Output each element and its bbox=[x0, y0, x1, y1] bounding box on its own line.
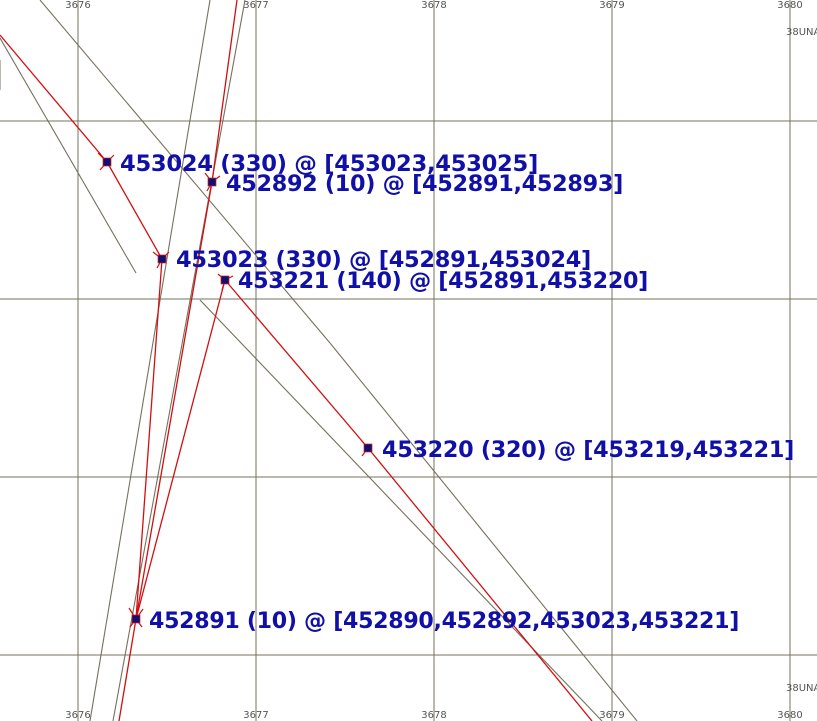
arrow-marks bbox=[97, 152, 369, 628]
x-label-bottom-3678: 3678 bbox=[421, 710, 446, 721]
node-label-453024: 453024 (330) @ [453023,453025] bbox=[120, 152, 538, 177]
zone-labels: 38UNA 38UNA bbox=[786, 27, 817, 694]
link-453221-453220 bbox=[224, 279, 369, 449]
node-marker-453024[interactable] bbox=[102, 157, 112, 167]
link-entry-453024 bbox=[0, 34, 108, 163]
x-label-top-3678: 3678 bbox=[421, 0, 446, 11]
zone-label-top: 38UNA bbox=[786, 27, 817, 38]
x-label-bottom-3680: 3680 bbox=[777, 710, 802, 721]
link-453221-452891 bbox=[135, 279, 226, 620]
node-label-453221: 453221 (140) @ [452891,453220] bbox=[238, 269, 648, 294]
road-edge-3 bbox=[329, 342, 638, 721]
link-453220-south bbox=[367, 447, 593, 721]
axis-labels-top: 3676 3677 3678 3679 3680 bbox=[65, 0, 802, 11]
network-links bbox=[0, 0, 593, 721]
road-edge-2 bbox=[39, 0, 331, 344]
node-label-453023: 453023 (330) @ [452891,453024] bbox=[176, 248, 591, 273]
road-edge-5 bbox=[89, 0, 211, 721]
node-label-452891: 452891 (10) @ [452890,452892,453023,4532… bbox=[149, 609, 739, 634]
link-452892-452891 bbox=[135, 181, 213, 620]
x-label-bottom-3677: 3677 bbox=[243, 710, 268, 721]
node-label-452892: 452892 (10) @ [452891,452893] bbox=[226, 172, 623, 197]
x-label-top-3680: 3680 bbox=[777, 0, 802, 11]
road-edge-6 bbox=[112, 0, 246, 721]
x-label-bottom-3679: 3679 bbox=[599, 710, 624, 721]
node-marker-453220[interactable] bbox=[363, 443, 373, 453]
link-452891-south bbox=[118, 618, 137, 721]
x-label-top-3679: 3679 bbox=[599, 0, 624, 11]
link-453024-453023 bbox=[106, 161, 163, 260]
node-marker-452892[interactable] bbox=[207, 177, 217, 187]
node-marker-453023[interactable] bbox=[157, 254, 167, 264]
node-markers bbox=[102, 157, 373, 624]
node-labels: 453024 (330) @ [453023,453025] 452892 (1… bbox=[120, 152, 794, 634]
x-label-bottom-3676: 3676 bbox=[65, 710, 90, 721]
road-edge-1 bbox=[0, 37, 137, 274]
road-edge-4 bbox=[199, 299, 603, 721]
x-label-top-3676: 3676 bbox=[65, 0, 90, 11]
link-452892-north bbox=[211, 0, 238, 183]
link-453023-452891 bbox=[135, 258, 163, 620]
node-marker-453221[interactable] bbox=[220, 275, 230, 285]
x-label-top-3677: 3677 bbox=[243, 0, 268, 11]
node-marker-452891[interactable] bbox=[131, 614, 141, 624]
node-label-453220: 453220 (320) @ [453219,453221] bbox=[382, 438, 794, 463]
zone-label-bottom: 38UNA bbox=[786, 683, 817, 694]
axis-labels-bottom: 3676 3677 3678 3679 3680 bbox=[65, 710, 802, 721]
